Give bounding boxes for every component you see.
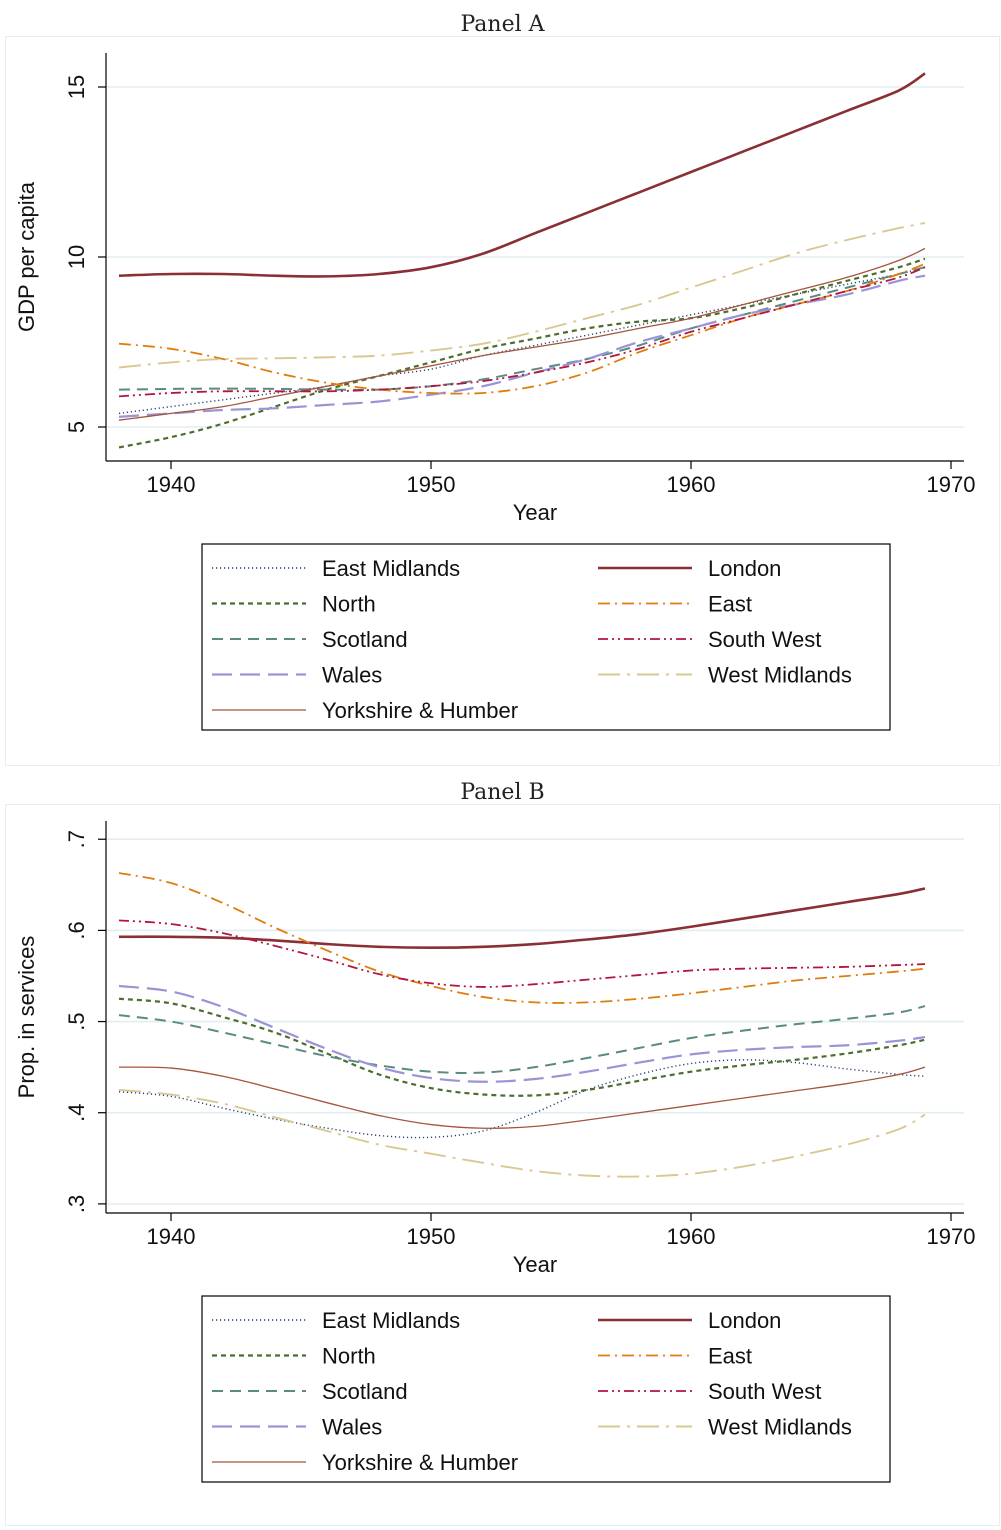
panel-b-chart: 1940 1950 1960 1970 .3 .4 .5 .6 .7 Year Prop. in s… xyxy=(14,821,976,1483)
panel-b-y-tick-label-3: .6 xyxy=(64,921,89,939)
panel-a-series-north-line xyxy=(118,257,926,449)
panel-a-x-axis-title: Year xyxy=(513,500,557,525)
panel-b-x-tick-label-1: 1950 xyxy=(407,1224,456,1249)
panel-a-title: Panel A xyxy=(460,12,545,37)
panel-a-series-london-line xyxy=(118,72,926,278)
panel-a-y-tick-label-0: 5 xyxy=(64,421,89,433)
panel-b-frame: 1940 1950 1960 1970 .3 .4 .5 .6 .7 Year Prop. in s… xyxy=(5,804,1000,1526)
panel-b-y-axis-title: Prop. in services xyxy=(14,936,39,1099)
panel-a-series-west-midlands-line xyxy=(118,222,926,369)
panel-b-y-tick-label-1: .4 xyxy=(64,1104,89,1122)
panel-a-frame: 1940 1950 1960 1970 5 10 15 Year GDP per capita E… xyxy=(5,36,1000,766)
panel-a-series-wales-line xyxy=(118,274,926,418)
panel-a-legend-label-scotland: Scotland xyxy=(322,627,408,652)
panel-a-chart: 1940 1950 1960 1970 5 10 15 Year GDP per capita E… xyxy=(14,53,976,731)
panel-b-series-east-line xyxy=(118,872,926,1004)
panel-a-legend-label-wales: Wales xyxy=(322,663,382,688)
panel-a-series-south-west-line xyxy=(118,266,926,398)
panel-b-series-south-west-line xyxy=(118,919,926,988)
panel-a-x-tick-label-1: 1950 xyxy=(407,472,456,497)
panel-a-legend-label-west-midlands: West Midlands xyxy=(708,663,852,688)
panel-b-x-tick-label-3: 1970 xyxy=(927,1224,976,1249)
panel-a: Panel A 1940 1950 1960 1970 5 10 15 Year GDP per… xyxy=(5,0,1000,766)
panel-a-x-tick-label-2: 1960 xyxy=(667,472,716,497)
panel-b-series-east-midlands-line xyxy=(118,1059,926,1139)
panel-b-legend-label-wales: Wales xyxy=(322,1415,382,1440)
panel-b-x-tick-label-2: 1960 xyxy=(667,1224,716,1249)
panel-a-legend-label-east: East xyxy=(708,592,752,617)
panel-a-legend: East Midlands North Scotland Wales Yorkshire… xyxy=(201,543,891,731)
panel-b-legend-label-east: East xyxy=(708,1344,752,1369)
panel-a-y-tick-label-1: 10 xyxy=(64,245,89,269)
panel-a-y-tick-label-2: 15 xyxy=(64,75,89,99)
panel-b-y-tick-label-2: .5 xyxy=(64,1012,89,1030)
panel-a-series-yorkshire-and-humber-line xyxy=(118,247,926,421)
panel-b-series-north-line xyxy=(118,997,926,1097)
panel-b-series-wales-line xyxy=(118,984,926,1083)
panel-a-series-scotland-line xyxy=(118,266,926,391)
panel-a-x-tick-label-0: 1940 xyxy=(147,472,196,497)
panel-b-series-london-line xyxy=(118,887,926,950)
panel-b-legend-label-scotland: Scotland xyxy=(322,1379,408,1404)
panel-b-series-yorkshire-and-humber-line xyxy=(118,1066,926,1129)
panel-b-legend-label-london: London xyxy=(708,1308,781,1333)
panel-b-legend-label-north: North xyxy=(322,1344,376,1369)
panel-b-legend-label-yorkshire-and-humber: Yorkshire & Humber xyxy=(322,1450,518,1475)
panel-b-series-scotland-line xyxy=(118,1005,926,1074)
panel-b-series-west-midlands-line xyxy=(118,1088,926,1178)
panel-b-legend-box xyxy=(201,1295,891,1483)
panel-a-legend-label-north: North xyxy=(322,592,376,617)
panel-a-legend-label-london: London xyxy=(708,556,781,581)
panel-a-legend-label-yorkshire-and-humber: Yorkshire & Humber xyxy=(322,698,518,723)
panel-b-legend-label-east-midlands: East Midlands xyxy=(322,1308,460,1333)
panel-b-title: Panel B xyxy=(460,780,545,805)
panel-b-legend-label-south-west: South West xyxy=(708,1379,821,1404)
panel-b: Panel B 1940 1950 1960 1970 .3 .4 .5 .6 .7 Year Pr… xyxy=(5,768,1000,1526)
panel-b-legend: East Midlands North Scotland Wales Yorkshire… xyxy=(201,1295,891,1483)
panel-a-y-axis-title: GDP per capita xyxy=(14,181,39,332)
panel-b-y-tick-label-0: .3 xyxy=(64,1195,89,1213)
panel-a-x-tick-label-3: 1970 xyxy=(927,472,976,497)
panel-b-x-axis-title: Year xyxy=(513,1252,557,1277)
panel-a-legend-box xyxy=(201,543,891,731)
panel-b-y-tick-label-4: .7 xyxy=(64,830,89,848)
panel-b-legend-label-west-midlands: West Midlands xyxy=(708,1415,852,1440)
panel-a-legend-label-south-west: South West xyxy=(708,627,821,652)
panel-b-x-tick-label-0: 1940 xyxy=(147,1224,196,1249)
panel-a-legend-label-east-midlands: East Midlands xyxy=(322,556,460,581)
